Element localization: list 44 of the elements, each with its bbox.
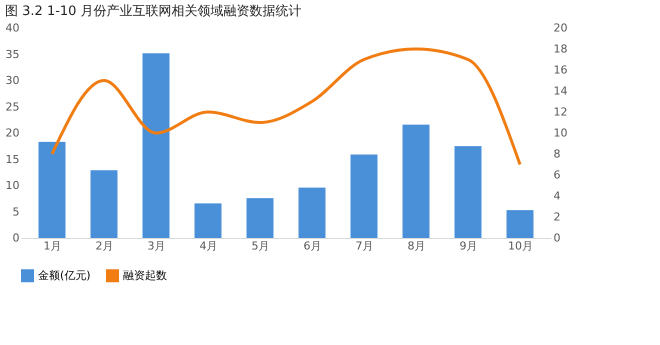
y2-tick-label: 10 bbox=[554, 126, 568, 140]
x-tick-label: 4月 bbox=[200, 240, 218, 252]
x-tick-label: 8月 bbox=[408, 240, 426, 252]
bar bbox=[38, 142, 66, 238]
bar bbox=[350, 154, 378, 238]
x-tick-label: 2月 bbox=[96, 240, 114, 252]
y2-tick-label: 14 bbox=[554, 84, 568, 98]
x-tick-label: 6月 bbox=[304, 240, 322, 252]
legend-label: 金额(亿元) bbox=[38, 268, 91, 282]
legend-label: 融资起数 bbox=[123, 268, 167, 282]
y2-tick-label: 20 bbox=[554, 22, 568, 34]
y2-tick-label: 0 bbox=[554, 232, 560, 244]
bar bbox=[454, 146, 482, 238]
x-tick-label: 10月 bbox=[508, 240, 533, 252]
x-tick-label: 5月 bbox=[252, 240, 270, 252]
y2-tick-label: 8 bbox=[554, 148, 560, 160]
y-tick-label: 0 bbox=[12, 232, 20, 244]
chart-title: 图 3.2 1-10 月份产业互联网相关领域融资数据统计 bbox=[5, 4, 302, 19]
y2-tick-label: 6 bbox=[554, 168, 560, 182]
y-tick-label: 35 bbox=[6, 48, 20, 61]
y-tick-label: 10 bbox=[6, 179, 20, 192]
x-tick-label: 9月 bbox=[460, 240, 478, 252]
y2-tick-label: 18 bbox=[554, 42, 568, 56]
bar bbox=[194, 203, 222, 238]
bar bbox=[142, 53, 170, 238]
y2-tick-label: 2 bbox=[554, 210, 560, 224]
x-tick-label: 3月 bbox=[148, 240, 166, 252]
x-tick-label: 1月 bbox=[44, 240, 62, 252]
y-tick-label: 5 bbox=[12, 205, 20, 218]
y-tick-label: 40 bbox=[6, 22, 20, 34]
bar bbox=[298, 188, 326, 238]
y-tick-label: 25 bbox=[6, 100, 20, 114]
y-tick-label: 15 bbox=[6, 152, 20, 166]
y-tick-label: 30 bbox=[6, 74, 20, 87]
y2-tick-label: 16 bbox=[554, 64, 568, 76]
y2-tick-label: 4 bbox=[554, 190, 560, 202]
bar bbox=[90, 170, 118, 238]
y2-tick-label: 12 bbox=[554, 106, 568, 118]
bar bbox=[402, 124, 430, 238]
x-tick-label: 7月 bbox=[356, 240, 374, 252]
bar bbox=[246, 198, 274, 238]
line-series bbox=[50, 48, 522, 166]
bar bbox=[506, 210, 534, 238]
y-tick-label: 20 bbox=[6, 126, 20, 140]
